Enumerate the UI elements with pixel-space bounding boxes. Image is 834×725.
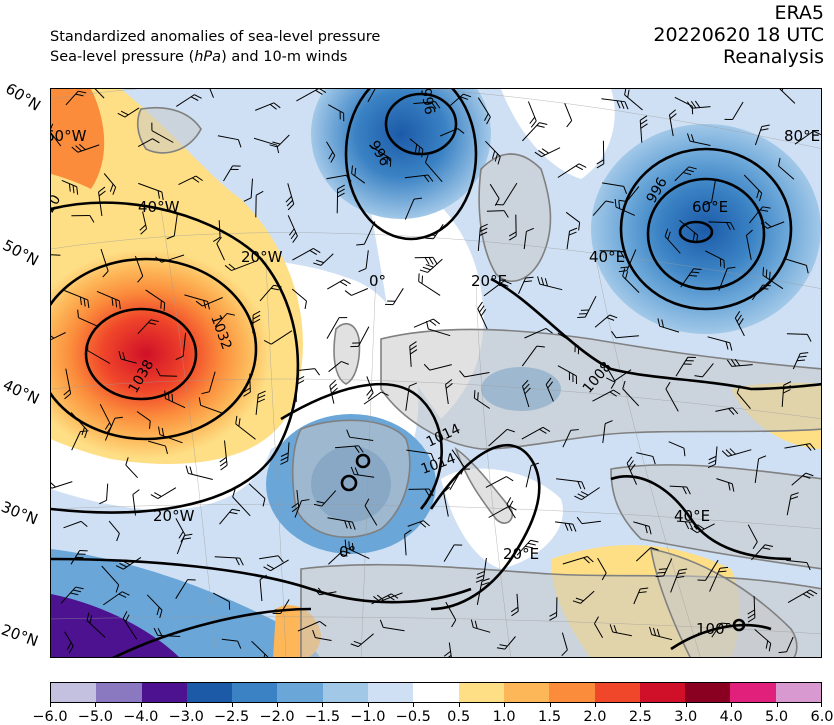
- colorbar-tick-mark: [50, 703, 51, 707]
- colorbar-tick-label: 6.0: [810, 709, 833, 725]
- colorbar-swatch: [640, 683, 685, 702]
- colorbar-tick-mark: [322, 703, 323, 707]
- colorbar-swatch: [232, 683, 277, 702]
- land-scandinavia: [479, 154, 550, 281]
- colorbar-tick-label: 1.0: [493, 709, 516, 725]
- lon-label-40e-bottom: 40°E: [674, 507, 710, 525]
- map-subtitle-line2: Sea-level pressure (hPa) and 10-m winds: [50, 49, 347, 65]
- colorbar-tick-mark: [550, 703, 551, 707]
- colorbar-tick-label: 5.0: [765, 709, 788, 725]
- colorbar-tick-label: 0.5: [447, 709, 470, 725]
- colorbar-tick-label: 2.5: [629, 709, 652, 725]
- lat-label-50n: 50°N: [0, 236, 42, 270]
- lon-label-0-bottom: 0°: [339, 543, 356, 561]
- colorbar-tick-mark: [232, 703, 233, 707]
- low-anomaly-east: [591, 124, 821, 334]
- colorbar-swatch: [776, 683, 821, 702]
- colorbar-tick-label: −5.0: [78, 709, 113, 725]
- colorbar-tick-label: −4.0: [123, 709, 158, 725]
- colorbar-tick-mark: [186, 703, 187, 707]
- lat-label-40n: 40°N: [0, 376, 42, 408]
- colorbar-tick-label: −2.5: [214, 709, 249, 725]
- colorbar-swatch: [96, 683, 141, 702]
- lon-label-40w-top: 40°W: [138, 198, 180, 216]
- subtitle-line2-post: ) and 10-m winds: [221, 49, 347, 65]
- colorbar-tick-label: −6.0: [32, 709, 67, 725]
- colorbar-tick-label: 2.0: [583, 709, 606, 725]
- colorbar-tick-mark: [686, 703, 687, 707]
- colorbar-swatch: [504, 683, 549, 702]
- colorbar-tick-label: 3.0: [674, 709, 697, 725]
- colorbar-swatch: [549, 683, 594, 702]
- lon-label-20e-top: 20°E: [471, 272, 507, 290]
- lon-label-100-bottom: 100°: [696, 620, 732, 638]
- lon-label-80e-top: 80°E: [784, 127, 820, 145]
- lon-label-0-top: 0°: [369, 272, 386, 290]
- colorbar-swatch: [368, 683, 413, 702]
- colorbar-swatch: [730, 683, 775, 702]
- lat-label-60n: 60°N: [2, 79, 44, 114]
- colorbar-swatch: [595, 683, 640, 702]
- map-panel: 60°W 40°W 20°W 0° 20°E 40°E 60°E 80°E 20…: [50, 88, 822, 658]
- product-label: Reanalysis: [723, 46, 824, 68]
- lon-label-60e-top: 60°E: [692, 198, 728, 216]
- colorbar-swatch: [187, 683, 232, 702]
- colorbar-swatch: [51, 683, 96, 702]
- colorbar-tick-label: −0.5: [396, 709, 431, 725]
- colorbar-swatch: [685, 683, 730, 702]
- dataset-label: ERA5: [774, 2, 824, 24]
- colorbar-tick-mark: [640, 703, 641, 707]
- colorbar-tick-mark: [141, 703, 142, 707]
- colorbar-tick-mark: [777, 703, 778, 707]
- subtitle-line2-pre: Sea-level pressure (: [50, 49, 194, 65]
- colorbar-tick-mark: [413, 703, 414, 707]
- colorbar-tick-label: 1.5: [538, 709, 561, 725]
- colorbar-tick-label: −2.0: [259, 709, 294, 725]
- lon-label-20w-bottom: 20°W: [153, 507, 195, 525]
- lat-label-20n: 20°N: [0, 621, 41, 651]
- colorbar-tick-mark: [821, 703, 822, 707]
- colorbar-swatch: [277, 683, 322, 702]
- colorbar-tick-mark: [595, 703, 596, 707]
- lon-label-40e-top: 40°E: [589, 248, 625, 266]
- colorbar-tick-label: −3.0: [169, 709, 204, 725]
- colorbar-swatch: [459, 683, 504, 702]
- colorbar-swatch: [413, 683, 458, 702]
- datetime-label: 20220620 18 UTC: [653, 24, 824, 46]
- colorbar-tick-mark: [731, 703, 732, 707]
- lon-label-20e-bottom: 20°E: [503, 545, 539, 563]
- lon-label-60w-top: 60°W: [51, 127, 87, 145]
- colorbar-tick-mark: [277, 703, 278, 707]
- colorbar-tick-mark: [95, 703, 96, 707]
- colorbar-tick-label: −1.5: [305, 709, 340, 725]
- colorbar-swatch: [142, 683, 187, 702]
- colorbar-tick-label: −1.0: [350, 709, 385, 725]
- colorbar-tick-label: 4.0: [720, 709, 743, 725]
- lat-label-30n: 30°N: [0, 498, 40, 529]
- colorbar-swatch: [323, 683, 368, 702]
- colorbar-tick-mark: [459, 703, 460, 707]
- map-subtitle-line1: Standardized anomalies of sea-level pres…: [50, 29, 380, 45]
- colorbar-tick-mark: [368, 703, 369, 707]
- anomaly-map: 60°W 40°W 20°W 0° 20°E 40°E 60°E 80°E 20…: [51, 89, 822, 658]
- lon-label-20w-top: 20°W: [241, 248, 283, 266]
- colorbar: [50, 682, 822, 703]
- subtitle-line2-unit: hPa: [194, 49, 221, 65]
- colorbar-tick-mark: [504, 703, 505, 707]
